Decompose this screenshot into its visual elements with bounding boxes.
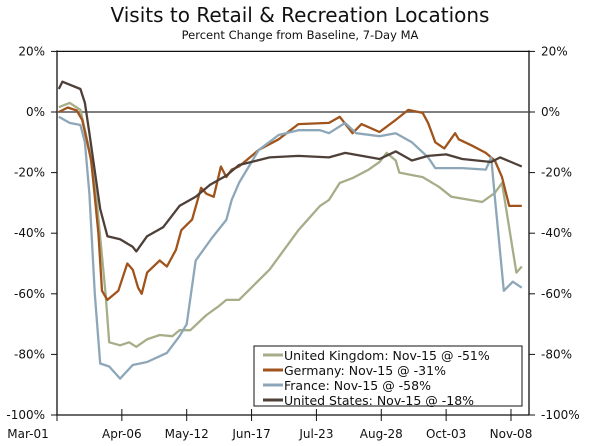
y-tick-label-right: -20% (541, 166, 572, 180)
y-tick-label-right: -100% (541, 408, 580, 422)
y-tick-label-left: -60% (14, 287, 45, 301)
x-tick-label: Nov-08 (490, 427, 533, 441)
legend-label: United Kingdom: Nov-15 @ -51% (284, 348, 490, 363)
y-tick-label-right: -40% (541, 226, 572, 240)
legend-box (253, 345, 523, 407)
legend-label: Germany: Nov-15 @ -31% (284, 363, 446, 378)
y-tick-label-right: 20% (541, 44, 568, 58)
legend: United Kingdom: Nov-15 @ -51%Germany: No… (253, 345, 523, 408)
series-line-united-states (57, 80, 523, 253)
x-tick-label: Jun-17 (231, 427, 270, 441)
y-tick-label-right: -80% (541, 347, 572, 361)
series-line-germany (58, 106, 522, 302)
y-tick-label-left: 0% (26, 105, 45, 119)
x-tick-label: Oct-03 (426, 427, 466, 441)
axes: 20% 20% 0% 0% -20% -20% -40% -40% -60% -60% -80% -8… (6, 44, 579, 441)
y-tick-label-right: 0% (541, 105, 560, 119)
x-tick-label: Apr-06 (102, 427, 142, 441)
x-tick-label: Aug-28 (360, 427, 403, 441)
series-lines (57, 80, 523, 380)
y-tick-label-left: -20% (14, 166, 45, 180)
y-tick-label-left: -40% (14, 226, 45, 240)
y-tick-label-left: 20% (18, 44, 45, 58)
x-tick-label: Mar-01 (7, 427, 48, 441)
y-tick-label-right: -60% (541, 287, 572, 301)
y-tick-label-left: -100% (6, 408, 45, 422)
x-tick-label: Jul-23 (298, 427, 333, 441)
series-line-united-kingdom (58, 101, 523, 348)
chart-subtitle: Percent Change from Baseline, 7-Day MA (182, 28, 419, 42)
chart-title: Visits to Retail & Recreation Locations (111, 3, 490, 27)
x-tick-label: May-12 (165, 427, 209, 441)
y-tick-label-left: -80% (14, 347, 45, 361)
legend-label: France: Nov-15 @ -58% (284, 378, 431, 393)
series-line-france (58, 115, 523, 380)
legend-label: United States: Nov-15 @ -18% (284, 393, 474, 408)
